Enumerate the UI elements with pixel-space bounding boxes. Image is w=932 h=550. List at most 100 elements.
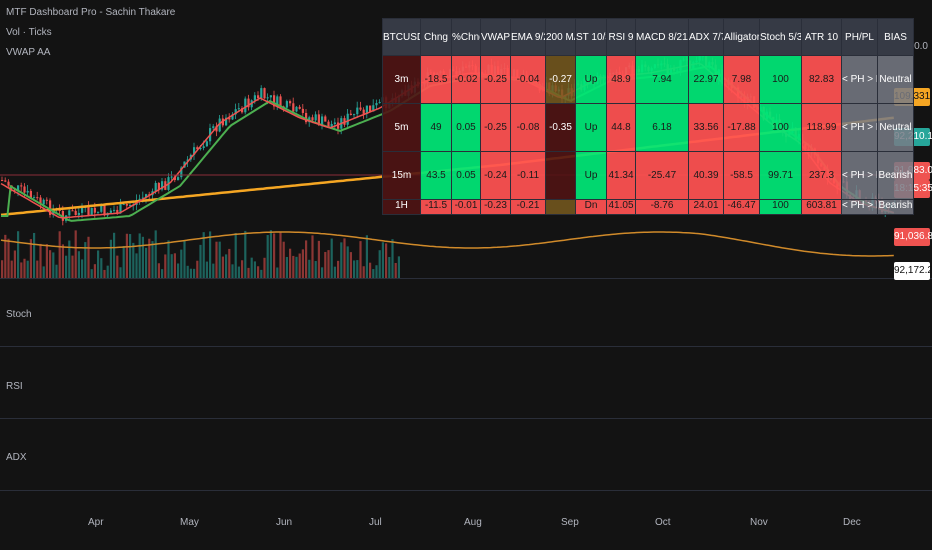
- volume-bar: [148, 238, 151, 278]
- volume-bar: [308, 259, 311, 278]
- candle: [1, 180, 4, 181]
- price-tag-vwap: 91,036.8: [894, 228, 932, 246]
- dashboard-header-cell: ATR 10: [801, 18, 842, 56]
- volume-bar: [247, 267, 250, 278]
- volume-bar: [225, 254, 228, 278]
- volume-bar: [189, 268, 192, 278]
- dashboard-header-cell: 200 MA: [545, 18, 576, 56]
- dashboard-row: 1H -11.5 -0.01 -0.23 -0.21 Dn 41.05 -8.76 24.01-…: [382, 199, 914, 215]
- dashboard-value-cell: 44.8: [606, 103, 636, 152]
- candle: [269, 95, 272, 98]
- candle: [119, 204, 122, 214]
- volume-bar: [7, 238, 10, 278]
- volume-bar: [365, 235, 368, 278]
- volume-bar: [17, 231, 20, 278]
- volume-bar: [154, 230, 157, 278]
- dashboard-header-cell: Alligator: [723, 18, 760, 56]
- candle: [257, 95, 260, 99]
- dashboard-value-cell: -11.5: [420, 199, 452, 215]
- volume-bar: [42, 266, 45, 278]
- volume-bar: [362, 266, 365, 278]
- dashboard-value-cell: 99.71: [759, 151, 802, 200]
- candle: [276, 96, 279, 107]
- candle: [122, 204, 125, 206]
- volume-bars: [1, 230, 400, 278]
- dashboard-value-cell: 118.99: [801, 103, 842, 152]
- candle: [218, 118, 221, 132]
- candle: [141, 197, 144, 199]
- dashboard-value-cell: -18.5: [420, 55, 452, 104]
- volume-bar: [215, 241, 218, 278]
- pane-label-adx: ADX: [6, 452, 27, 463]
- pane-divider[interactable]: [0, 278, 932, 279]
- candle: [113, 209, 116, 211]
- volume-bar: [337, 260, 340, 278]
- volume-bar: [141, 236, 144, 278]
- x-axis-label: Sep: [561, 517, 579, 528]
- volume-bar: [330, 238, 333, 278]
- dashboard-value-cell: Dn: [575, 199, 607, 215]
- dashboard-value-cell: -0.24: [480, 151, 511, 200]
- dashboard-value-cell: 24.01: [688, 199, 724, 215]
- volume-bar: [372, 269, 375, 278]
- volume-bar: [90, 269, 93, 278]
- volume-bar: [397, 256, 400, 278]
- candle: [362, 109, 365, 114]
- candle: [7, 181, 10, 186]
- candle: [378, 102, 381, 104]
- volume-bar: [324, 251, 327, 278]
- dashboard-value-cell: -0.27: [545, 55, 576, 104]
- dashboard-value-cell: Up: [575, 55, 607, 104]
- dashboard-value-cell: 100: [759, 55, 802, 104]
- dashboard-value-cell: Up: [575, 103, 607, 152]
- volume-bar: [26, 260, 29, 278]
- volume-bar: [167, 240, 170, 278]
- indicator-label-volume[interactable]: Vol · Ticks: [6, 27, 52, 38]
- volume-bar: [49, 250, 52, 278]
- volume-bar: [298, 253, 301, 278]
- candle: [45, 199, 48, 201]
- indicator-label-dashboard[interactable]: MTF Dashboard Pro - Sachin Thakare: [6, 7, 176, 18]
- dashboard-value-cell: [545, 151, 576, 200]
- dashboard-row: 5m 49 0.05 -0.25 -0.08 -0.35 Up 44.8 6.18 33.56 -1…: [382, 103, 914, 152]
- candle: [97, 211, 100, 213]
- volume-bar: [55, 264, 58, 278]
- candle: [311, 117, 314, 121]
- candle: [375, 103, 378, 106]
- volume-bar: [314, 261, 317, 278]
- volume-bar: [209, 231, 212, 278]
- candle: [202, 146, 205, 148]
- volume-bar: [260, 269, 263, 278]
- dashboard-value-cell: 0.05: [451, 103, 481, 152]
- volume-bar: [183, 240, 186, 278]
- volume-bar: [385, 243, 388, 278]
- candle: [17, 185, 20, 191]
- indicator-label-vwap[interactable]: VWAP AA: [6, 47, 51, 58]
- candle: [305, 112, 308, 123]
- candle: [116, 209, 119, 214]
- volume-bar: [157, 263, 160, 278]
- candle: [247, 98, 250, 108]
- dashboard-value-cell: 603.81: [801, 199, 842, 215]
- volume-bar: [71, 255, 74, 278]
- dashboard-value-cell: -8.76: [635, 199, 689, 215]
- pane-divider[interactable]: [0, 418, 932, 419]
- volume-bar: [151, 241, 154, 278]
- candle: [301, 108, 304, 113]
- timeframe-cell: 5m: [382, 103, 421, 152]
- volume-bar: [129, 234, 132, 278]
- candle: [26, 190, 29, 193]
- candle: [87, 206, 90, 215]
- volume-bar: [199, 244, 202, 278]
- volume-bar: [327, 250, 330, 278]
- candle: [196, 147, 199, 150]
- pane-divider[interactable]: [0, 346, 932, 347]
- candle: [317, 114, 320, 125]
- volume-bar: [279, 232, 282, 278]
- dashboard-value-cell: 22.97: [688, 55, 724, 104]
- candle: [173, 176, 176, 181]
- candle: [199, 147, 202, 150]
- pane-divider[interactable]: [0, 490, 932, 491]
- volume-bar: [369, 262, 372, 278]
- dashboard-row: 3m -18.5 -0.02 -0.25 -0.04 -0.27 Up 48.9 7.94 22.…: [382, 55, 914, 104]
